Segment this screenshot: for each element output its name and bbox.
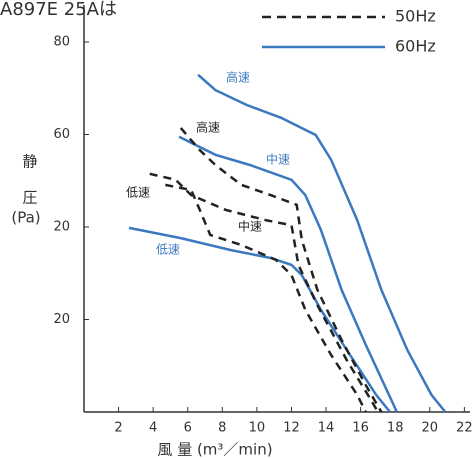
y-tick-label: 80 [53, 35, 70, 50]
x-tick-label: 18 [387, 421, 404, 436]
curve-label: 高速 [196, 120, 220, 135]
curve [165, 183, 367, 413]
x-tick-label: 22 [456, 421, 473, 436]
curve [179, 127, 383, 413]
x-tick-label: 4 [149, 421, 157, 436]
x-tick-label: 2 [114, 421, 122, 436]
y-axis-label: 静 [22, 153, 37, 171]
x-tick-label: 6 [184, 421, 192, 436]
curve [128, 226, 391, 413]
y-axis-label: 圧 [22, 189, 37, 207]
x-tick-label: 10 [249, 421, 266, 436]
curve-label: 低速 [156, 243, 180, 257]
y-tick-label: 60 [53, 127, 70, 142]
y-tick-label: 20 [53, 220, 70, 235]
x-tick-label: 20 [422, 421, 439, 436]
legend-label: 60Hz [395, 37, 436, 56]
x-tick-label: 16 [352, 421, 369, 436]
y-axis-label: (Pa) [11, 209, 40, 227]
x-tick-label: 8 [218, 421, 226, 436]
curve-label: 低速 [126, 186, 150, 200]
x-tick-label: 12 [283, 421, 300, 436]
curve [197, 73, 447, 413]
curve-label: 中速 [266, 152, 290, 167]
curve-label: 中速 [238, 219, 262, 234]
header-fragment: A897E 25Aは [0, 0, 117, 20]
legend-label: 50Hz [395, 7, 436, 26]
x-axis-label: 風 量 (m³／min) [157, 441, 272, 458]
curve [178, 135, 399, 413]
curve-label: 高速 [226, 70, 250, 85]
x-tick-label: 14 [318, 421, 335, 436]
y-tick-label: 20 [53, 312, 70, 327]
